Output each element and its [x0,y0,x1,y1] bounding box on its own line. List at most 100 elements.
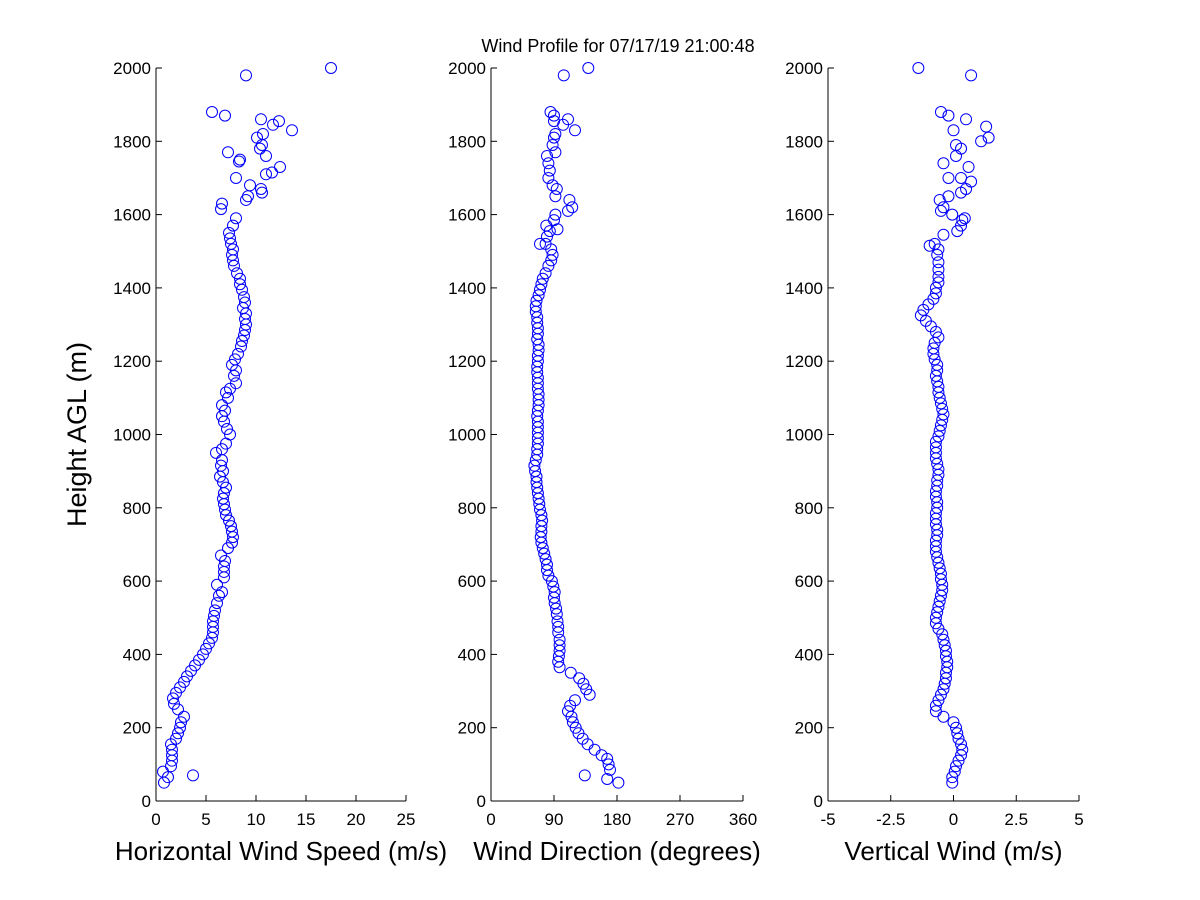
data-point [197,648,209,661]
data-point [952,754,965,767]
y-tick-label: 800 [795,499,823,518]
data-point [931,248,944,261]
data-point [549,190,562,203]
data-point [929,281,942,294]
data-point [929,435,942,448]
data-point [982,131,995,144]
y-tick-label: 800 [458,499,486,518]
data-point [178,675,190,688]
data-point [174,721,186,734]
data-point [929,699,942,712]
y-tick-label: 600 [123,572,151,591]
data-point [239,296,251,309]
data-point [934,688,947,701]
y-tick-label: 2000 [113,59,151,78]
y-tick-label: 1000 [785,426,823,445]
panel-vertical-wind: 0 200 400 600 800 1000 1200 1400 1600 1800 2000 -5 -… [785,59,1084,866]
x-tick-label: 180 [603,810,631,829]
data-point [553,639,566,652]
data-point [256,186,268,199]
data-point [939,644,952,657]
data-point [167,692,179,705]
data-point [220,481,232,494]
data-point [933,193,946,206]
data-point [549,208,562,221]
data-point [578,769,591,782]
y-tick-label: 400 [123,645,151,664]
data-point [950,760,963,773]
x-tick-label: 360 [729,810,757,829]
data-point [932,380,945,393]
data-point [931,606,944,619]
x-tick-label: 10 [247,810,266,829]
data-point [530,294,543,307]
data-point [546,138,559,151]
data-point [562,113,574,126]
data-point [914,309,927,322]
data-point [267,118,279,131]
y-tick-label: 1600 [448,206,486,225]
data-point [539,267,552,280]
data-point [549,127,562,140]
data-point [548,586,561,599]
data-point [932,600,945,613]
data-point [573,672,586,685]
data-point [557,69,570,82]
data-point [975,135,988,148]
x-tick-label: 25 [397,810,416,829]
data-point [950,149,963,162]
data-point [203,637,215,650]
data-point [223,514,235,527]
data-point [216,586,228,599]
data-point [942,109,955,122]
data-point [928,237,941,250]
y-tick-label: 200 [123,719,151,738]
data-point [566,716,579,729]
data-point [932,276,945,289]
data-point [548,109,560,122]
data-point [612,776,625,789]
x-axis-label: Wind Direction (degrees) [473,836,761,866]
data-point [222,146,234,159]
data-point [552,620,565,633]
data-point [958,212,971,225]
data-point [929,611,942,624]
data-point [539,237,552,250]
y-tick-label: 1200 [113,352,151,371]
data-point [535,278,548,291]
data-point [564,666,577,679]
data-point [233,155,245,168]
data-point [934,105,947,118]
data-point [932,270,945,283]
data-point [929,441,942,454]
data-point [942,171,955,184]
data-point [536,272,549,285]
x-tick-label: -5 [820,810,835,829]
data-point [213,589,225,602]
data-point [217,492,229,505]
data-point [956,743,969,756]
data-point [955,738,968,751]
data-point [273,115,285,128]
data-point [244,179,256,192]
y-tick-label: 400 [795,645,823,664]
data-point [937,157,950,170]
data-point [932,331,945,344]
data-point [224,428,236,441]
data-point [215,459,227,472]
data-point [230,377,242,390]
panel-horizontal-wind-speed: 0 200 400 600 800 1000 1200 1400 1600 1800 2000 0 5 1… [62,59,447,866]
data-point [936,402,949,415]
data-point [220,386,232,399]
data-point [223,226,235,239]
data-point [234,272,246,285]
data-point [602,758,615,771]
data-point [543,164,556,177]
data-point [251,131,263,144]
data-point [955,219,968,232]
y-tick-label: 1800 [448,132,486,151]
data-point [528,459,541,472]
data-point [582,62,595,74]
data-point [255,182,267,195]
